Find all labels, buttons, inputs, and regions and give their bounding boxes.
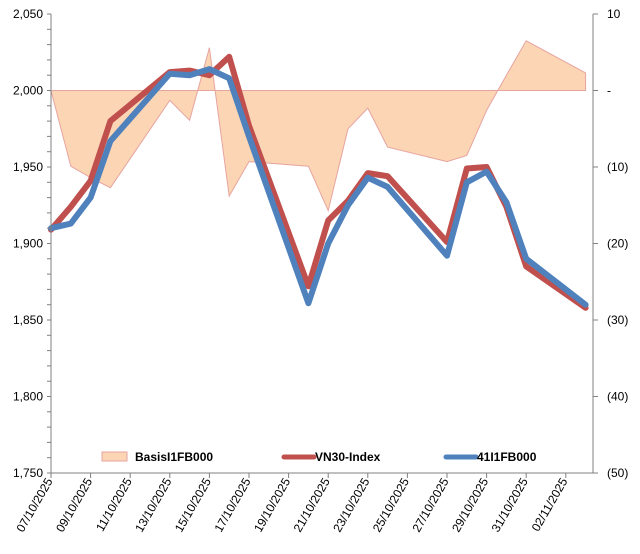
x-tick-label: 09/10/2025 — [53, 475, 95, 534]
lines-layer — [48, 53, 589, 311]
left-tick-label: 1,850 — [13, 313, 43, 327]
x-tick-label: 13/10/2025 — [132, 475, 174, 534]
legend-swatch-basis — [101, 451, 128, 462]
legend-label-41i1fb000: 41I1FB000 — [477, 450, 537, 464]
right-tick-label: (30) — [607, 313, 628, 327]
x-tick-label: 02/11/2025 — [529, 475, 571, 534]
right-tick-label: 10 — [607, 7, 621, 21]
legend-label-basis: BasisI1FB000 — [135, 450, 213, 464]
right-tick-label: (50) — [607, 466, 628, 480]
41i1fb000-line — [48, 66, 589, 308]
left-tick-label: 1,900 — [13, 237, 43, 251]
x-tick-label: 17/10/2025 — [211, 475, 253, 534]
basis-area-layer — [50, 40, 587, 213]
legend-label-vn30: VN30-Index — [315, 450, 381, 464]
x-tick-label: 31/10/2025 — [489, 475, 531, 534]
legend: BasisI1FB000 VN30-Index 41I1FB000 — [101, 450, 537, 464]
x-tick-label: 21/10/2025 — [291, 475, 333, 534]
x-tick-label: 29/10/2025 — [449, 475, 491, 534]
left-tick-label: 1,750 — [13, 466, 43, 480]
right-tick-label: (10) — [607, 160, 628, 174]
x-tick-label: 15/10/2025 — [172, 475, 214, 534]
x-tick-label: 25/10/2025 — [370, 475, 412, 534]
x-tick-label: 11/10/2025 — [93, 475, 135, 534]
x-tick-label: 07/10/2025 — [13, 475, 55, 534]
x-tick-label: 27/10/2025 — [409, 475, 451, 534]
x-tick-label: 23/10/2025 — [330, 475, 372, 534]
basis-area — [50, 40, 587, 213]
left-tick-label: 1,950 — [13, 160, 43, 174]
x-tick-label: 19/10/2025 — [251, 475, 293, 534]
right-tick-label: - — [607, 84, 611, 98]
left-tick-label: 2,000 — [13, 84, 43, 98]
vn30-index-line — [48, 53, 589, 311]
right-tick-label: (20) — [607, 237, 628, 251]
right-tick-label: (40) — [607, 390, 628, 404]
left-tick-label: 1,800 — [13, 390, 43, 404]
left-tick-label: 2,050 — [13, 7, 43, 21]
